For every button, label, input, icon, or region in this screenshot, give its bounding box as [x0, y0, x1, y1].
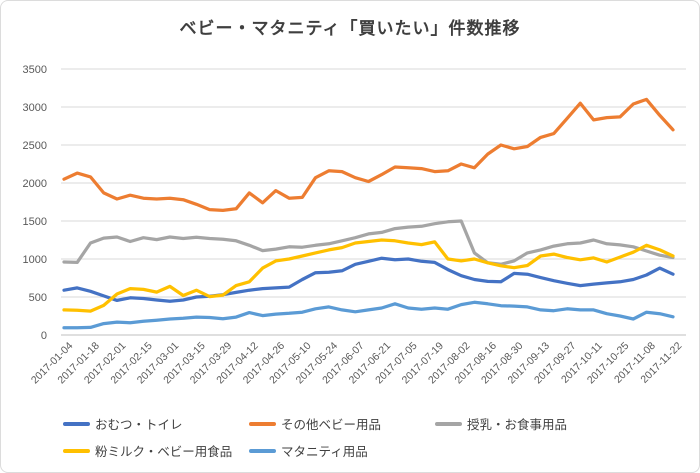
y-tick-label: 1000 [23, 254, 47, 266]
legend-line-swatch [249, 421, 276, 426]
legend-label: 授乳・お食事用品 [467, 418, 568, 432]
plot-area: 0 500 1000 1500 2000 2500 3000 3500 2017-01-0420… [23, 64, 686, 387]
y-tick-label: 0 [41, 330, 47, 342]
chart-title: ベビー・マタニティ「買いたい」件数推移 [179, 19, 521, 38]
series-lines [62, 97, 675, 330]
legend-item-3: 粉ミルク・ベビー用食品 [63, 437, 249, 464]
legend-label: 粉ミルク・ベビー用食品 [95, 445, 233, 459]
legend-line-swatch [249, 448, 276, 453]
series-line-2 [62, 219, 675, 266]
gridlines [61, 68, 686, 336]
legend-label: その他ベビー用品 [281, 418, 382, 432]
legend-item-1: その他ベビー用品 [249, 410, 435, 437]
legend-line-swatch [63, 421, 90, 426]
series-line-4 [62, 300, 675, 330]
legend-line-swatch [63, 448, 90, 453]
legend-line-swatch [435, 421, 462, 426]
legend-item-0: おむつ・トイレ [63, 410, 249, 437]
series-line-1 [62, 97, 675, 213]
x-axis-tick-labels: 2017-01-042017-01-182017-02-012017-02-15… [29, 340, 685, 387]
legend-label: おむつ・トイレ [95, 418, 183, 432]
y-tick-label: 2000 [23, 178, 47, 190]
series-line-0 [62, 256, 675, 303]
legend-item-4: マタニティ用品 [249, 437, 435, 464]
y-axis-tick-labels: 0 500 1000 1500 2000 2500 3000 3500 [23, 64, 47, 342]
y-tick-label: 3500 [23, 64, 47, 76]
series-line-3 [62, 238, 675, 313]
y-tick-label: 2500 [23, 140, 47, 152]
y-tick-label: 1500 [23, 216, 47, 228]
legend-label: マタニティ用品 [281, 445, 368, 459]
chart-legend: おむつ・トイレ その他ベビー用品 授乳・お食事用品粉ミルク・ベビー用食品 マタニティ用… [63, 410, 638, 464]
legend-item-2: 授乳・お食事用品 [435, 410, 621, 437]
y-tick-label: 3000 [23, 102, 47, 114]
y-tick-label: 500 [29, 292, 47, 304]
